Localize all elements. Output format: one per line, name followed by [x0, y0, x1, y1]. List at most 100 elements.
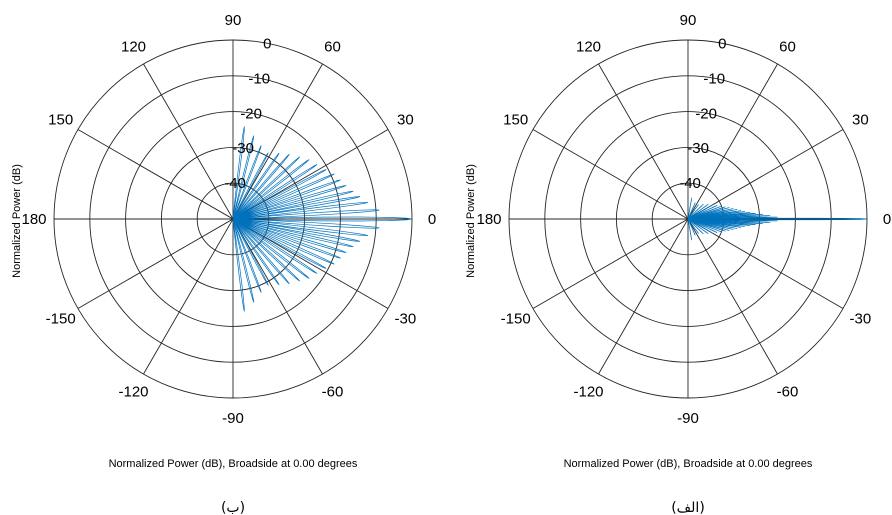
sidelobe-mark — [687, 211, 745, 220]
xlabel-left: Normalized Power (dB), Broadside at 0.00… — [109, 458, 358, 470]
sidelobe-mark — [687, 203, 709, 220]
sidelobe-mark — [687, 204, 699, 220]
sidelobe-mark — [687, 218, 713, 234]
angle-tick-label: 0 — [428, 211, 436, 228]
sidelobe-mark — [232, 126, 245, 220]
sidelobe-mark — [687, 218, 704, 235]
sidelobe-mark — [687, 202, 696, 220]
sidelobe-mark — [687, 215, 771, 220]
ylabel-left: Normalized Power (dB) — [11, 164, 23, 278]
sidelobe-mark — [232, 202, 369, 220]
radial-tick-label: 0 — [263, 36, 271, 53]
sidelobe-mark — [232, 218, 341, 259]
sidelobe-mark — [232, 173, 335, 220]
sidelobe-mark — [232, 153, 290, 220]
angle-tick-label: 60 — [324, 39, 341, 56]
sidelobe-mark — [687, 218, 778, 222]
angle-tick-label: 180 — [476, 211, 501, 228]
angle-tick-label: 0 — [883, 211, 891, 228]
sidelobe-mark — [232, 179, 341, 220]
sidelobe-mark — [687, 218, 722, 233]
pattern-trace-right — [687, 197, 868, 241]
sidelobe-mark — [232, 218, 380, 229]
sidelobe-mark — [687, 205, 718, 220]
sidelobe-mark — [232, 218, 255, 303]
sidelobe-mark — [232, 190, 354, 220]
angle-tick-label: 90 — [680, 12, 697, 29]
sidelobe-mark — [232, 218, 369, 236]
sidelobe-mark — [232, 218, 327, 269]
sidelobe-mark — [687, 218, 718, 233]
sidelobe-mark — [687, 206, 726, 220]
sidelobe-mark — [232, 218, 301, 282]
angle-tick-label: 180 — [21, 211, 46, 228]
sidelobe-mark — [687, 212, 751, 220]
sidelobe-mark — [232, 164, 318, 220]
sidelobe-mark — [687, 197, 693, 220]
mainlobe-mark — [232, 216, 413, 222]
sidelobe-mark — [687, 218, 742, 228]
panel-label-right: (الف) — [671, 500, 705, 515]
sidelobe-mark — [232, 159, 310, 220]
radial-tick-label: 0 — [718, 36, 726, 53]
sidelobe-mark — [687, 218, 730, 231]
sidelobe-mark — [687, 218, 751, 226]
sidelobe-mark — [687, 218, 734, 230]
sidelobe-mark — [687, 218, 696, 236]
radial-tick-label: -10 — [703, 70, 725, 87]
sidelobe-mark — [687, 210, 742, 220]
angle-tick-label: 120 — [121, 39, 146, 56]
sidelobe-mark — [687, 208, 734, 220]
sidelobe-mark — [232, 209, 380, 220]
tick-labels-right: 0 30 60 90 120 150 180 -150 -120 -90 -60 -30 0 -10 -20… — [476, 12, 891, 427]
tick-labels-left: 0 30 60 90 120 150 180 -150 -120 -90 -60 -30 0 -10 -20… — [21, 12, 436, 427]
angle-tick-label: -150 — [46, 311, 76, 328]
sidelobe-mark — [687, 205, 722, 220]
sidelobe-mark — [687, 207, 730, 220]
sidelobe-mark — [232, 185, 347, 220]
radial-tick-label: -20 — [695, 105, 717, 122]
radial-tick-label: -40 — [679, 175, 701, 192]
sidelobe-mark — [232, 218, 361, 242]
angle-tick-label: -30 — [394, 311, 416, 328]
sidelobe-mark — [232, 218, 335, 265]
polar-plot-left: 0 30 60 90 120 150 180 -150 -120 -90 -60 -30 0 -10 -20… — [11, 12, 436, 515]
sidelobe-mark — [687, 213, 764, 220]
pattern-trace-left — [232, 126, 413, 312]
mainlobe-mark — [687, 217, 868, 221]
angle-tick-label: 90 — [225, 12, 242, 29]
sidelobe-mark — [232, 218, 354, 248]
angle-tick-label: 120 — [576, 39, 601, 56]
sidelobe-mark — [232, 218, 310, 279]
sidelobe-mark — [687, 203, 704, 220]
sidelobe-mark — [232, 156, 301, 220]
ylabel-right: Normalized Power (dB) — [465, 164, 477, 278]
sidelobe-mark — [232, 152, 269, 220]
sidelobe-mark — [232, 145, 262, 220]
polar-plot-right: 0 30 60 90 120 150 180 -150 -120 -90 -60 -30 0 -10 -20… — [465, 12, 891, 515]
radial-tick-label: -20 — [240, 105, 262, 122]
angle-tick-label: -90 — [222, 410, 244, 427]
sidelobe-mark — [232, 218, 290, 285]
angle-tick-label: 150 — [503, 112, 528, 129]
angle-tick-label: 150 — [48, 112, 73, 129]
angle-tick-label: -90 — [677, 410, 699, 427]
angle-tick-label: 60 — [779, 39, 796, 56]
sidelobe-mark — [687, 218, 745, 227]
angle-tick-label: -150 — [501, 311, 531, 328]
sidelobe-mark — [232, 196, 361, 220]
sidelobe-mark — [687, 204, 713, 220]
radial-tick-label: -10 — [248, 70, 270, 87]
sidelobe-mark — [687, 218, 699, 234]
sidelobe-mark — [232, 218, 318, 274]
angle-tick-label: -120 — [573, 383, 603, 400]
sidelobe-mark — [687, 218, 764, 225]
sidelobe-mark — [687, 218, 726, 232]
sidelobe-mark — [687, 209, 738, 220]
sidelobe-mark — [687, 218, 771, 223]
sidelobe-mark — [232, 218, 269, 286]
angle-tick-label: -60 — [322, 383, 344, 400]
sidelobe-mark — [687, 218, 693, 241]
sidelobe-mark — [687, 216, 778, 220]
